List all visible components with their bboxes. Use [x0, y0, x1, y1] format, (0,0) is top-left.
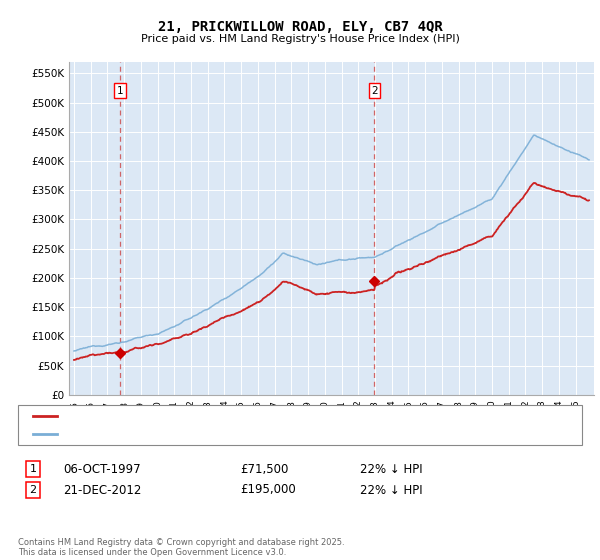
- Text: £71,500: £71,500: [240, 463, 289, 476]
- Text: 21, PRICKWILLOW ROAD, ELY, CB7 4QR (detached house): 21, PRICKWILLOW ROAD, ELY, CB7 4QR (deta…: [60, 411, 358, 421]
- Text: 21, PRICKWILLOW ROAD, ELY, CB7 4QR: 21, PRICKWILLOW ROAD, ELY, CB7 4QR: [158, 20, 442, 34]
- Text: HPI: Average price, detached house, East Cambridgeshire: HPI: Average price, detached house, East…: [60, 429, 362, 439]
- Text: 1: 1: [29, 464, 37, 474]
- Text: 21-DEC-2012: 21-DEC-2012: [63, 483, 142, 497]
- Text: Price paid vs. HM Land Registry's House Price Index (HPI): Price paid vs. HM Land Registry's House …: [140, 34, 460, 44]
- Text: 22% ↓ HPI: 22% ↓ HPI: [360, 463, 422, 476]
- Text: 2: 2: [29, 485, 37, 495]
- Text: 06-OCT-1997: 06-OCT-1997: [63, 463, 140, 476]
- Text: 2: 2: [371, 86, 378, 96]
- Text: 22% ↓ HPI: 22% ↓ HPI: [360, 483, 422, 497]
- Text: £195,000: £195,000: [240, 483, 296, 497]
- Text: 1: 1: [117, 86, 124, 96]
- Text: Contains HM Land Registry data © Crown copyright and database right 2025.
This d: Contains HM Land Registry data © Crown c…: [18, 538, 344, 557]
